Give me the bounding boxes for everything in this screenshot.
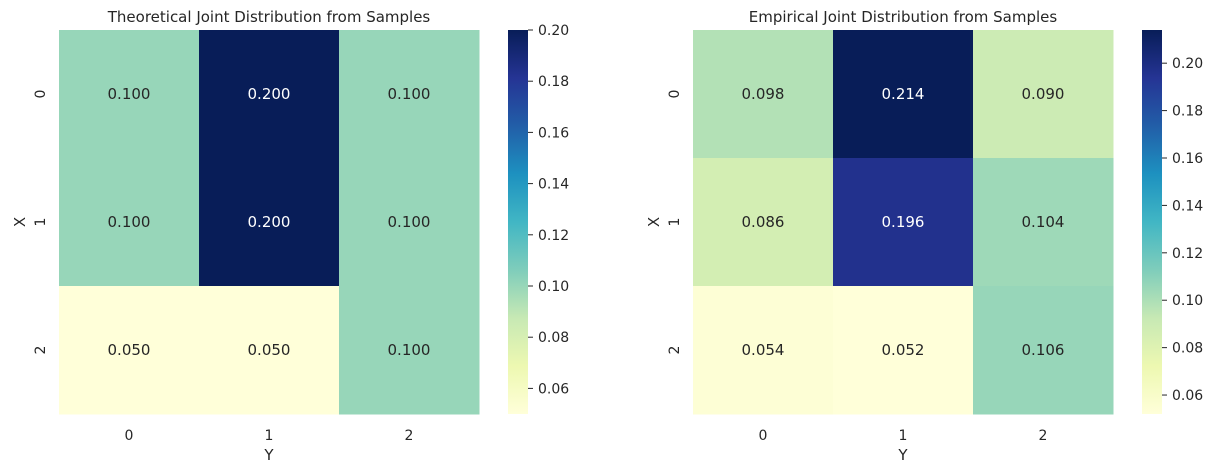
colorbar-ticks: 0.06 0.08 0.10 0.12 0.14 0.16 0.18 0.20 [528, 23, 569, 397]
x-tick-label: 2 [405, 428, 414, 444]
heatmap-cell [59, 30, 200, 159]
heatmap-cell [339, 30, 480, 159]
chart-title: Theoretical Joint Distribution from Samp… [107, 8, 431, 26]
colorbar-gradient [508, 30, 528, 414]
colorbar-tick-label: 0.14 [1172, 198, 1203, 214]
colorbar-tick-label: 0.20 [1172, 56, 1203, 72]
x-tick-labels: 0 1 2 [759, 428, 1048, 444]
cell-annotation: 0.200 [248, 213, 291, 231]
y-tick-label: 2 [667, 346, 683, 355]
colorbar-tick-label: 0.14 [538, 177, 569, 193]
colorbar-tick-label: 0.20 [538, 23, 569, 39]
heatmap-cell [973, 286, 1114, 415]
heatmap-cell [833, 30, 974, 159]
colorbar-ticks: 0.06 0.08 0.10 0.12 0.14 0.16 0.18 0.20 [1162, 56, 1203, 404]
colorbar-tick-label: 0.18 [538, 74, 569, 90]
y-tick-label: 0 [667, 90, 683, 99]
x-axis-label: Y [897, 446, 908, 464]
x-tick-label: 0 [125, 428, 134, 444]
heatmap-cell [973, 158, 1114, 287]
heatmap-cell [693, 286, 834, 415]
y-tick-labels: 0 1 2 [667, 90, 683, 355]
y-tick-label: 1 [667, 218, 683, 227]
cell-annotation: 0.098 [742, 85, 785, 103]
y-axis-label: X [11, 217, 29, 227]
y-tick-labels: 0 1 2 [33, 90, 49, 355]
colorbar-tick-label: 0.08 [1172, 341, 1203, 357]
cell-annotation: 0.106 [1022, 341, 1065, 359]
x-tick-label: 2 [1039, 428, 1048, 444]
cell-annotation: 0.050 [108, 341, 151, 359]
colorbar-tick-label: 0.18 [1172, 104, 1203, 120]
cell-annotation: 0.090 [1022, 85, 1065, 103]
cell-annotation: 0.086 [742, 213, 785, 231]
y-tick-label: 1 [33, 218, 49, 227]
x-axis-label: Y [263, 446, 274, 464]
cell-annotation: 0.196 [882, 213, 925, 231]
cell-annotation: 0.054 [742, 341, 785, 359]
colorbar-tick-label: 0.16 [538, 125, 569, 141]
heatmap-cell [693, 30, 834, 159]
x-tick-label: 0 [759, 428, 768, 444]
cell-annotation: 0.104 [1022, 213, 1065, 231]
colorbar-gradient [1142, 30, 1162, 414]
x-tick-label: 1 [265, 428, 274, 444]
heatmap-cell [973, 30, 1114, 159]
cell-annotation: 0.100 [388, 85, 431, 103]
cell-annotation: 0.050 [248, 341, 291, 359]
x-tick-labels: 0 1 2 [125, 428, 414, 444]
colorbar-tick-label: 0.12 [538, 228, 569, 244]
colorbar-tick-label: 0.06 [1172, 388, 1203, 404]
colorbar-tick-label: 0.10 [1172, 293, 1203, 309]
y-axis-label: X [645, 217, 663, 227]
heatmap-cell [59, 158, 200, 287]
colorbar-tick-label: 0.06 [538, 381, 569, 397]
colorbar-tick-label: 0.08 [538, 330, 569, 346]
cell-annotation: 0.052 [882, 341, 925, 359]
colorbar-tick-label: 0.10 [538, 279, 569, 295]
heatmap-cell [59, 286, 200, 415]
heatmap-cell [199, 30, 340, 159]
cell-annotation: 0.200 [248, 85, 291, 103]
heatmap-cell [339, 286, 480, 415]
cell-annotation: 0.214 [882, 85, 925, 103]
heatmap-empirical: Empirical Joint Distribution from Sample… [645, 8, 1203, 464]
heatmap-cell [199, 158, 340, 287]
cell-annotation: 0.100 [388, 341, 431, 359]
colorbar-tick-label: 0.16 [1172, 151, 1203, 167]
heatmap-cell [693, 158, 834, 287]
heatmap-cell [199, 286, 340, 415]
heatmap-cell [833, 158, 974, 287]
cell-annotation: 0.100 [108, 85, 151, 103]
colorbar: 0.06 0.08 0.10 0.12 0.14 0.16 0.18 0.20 [508, 23, 569, 414]
heatmap-cell [339, 158, 480, 287]
colorbar: 0.06 0.08 0.10 0.12 0.14 0.16 0.18 0.20 [1142, 30, 1203, 414]
cell-annotation: 0.100 [108, 213, 151, 231]
heatmap-cells: 0.098 0.214 0.090 0.086 0.196 0.104 0.054 0.052… [693, 30, 1114, 415]
cell-annotation: 0.100 [388, 213, 431, 231]
y-tick-label: 0 [33, 90, 49, 99]
heatmap-cells: 0.100 0.200 0.100 0.100 0.200 0.100 0.050 0.050… [59, 30, 480, 415]
colorbar-tick-label: 0.12 [1172, 246, 1203, 262]
heatmap-cell [833, 286, 974, 415]
y-tick-label: 2 [33, 346, 49, 355]
x-tick-label: 1 [899, 428, 908, 444]
chart-title: Empirical Joint Distribution from Sample… [749, 8, 1058, 26]
heatmap-theoretical: Theoretical Joint Distribution from Samp… [11, 8, 569, 464]
